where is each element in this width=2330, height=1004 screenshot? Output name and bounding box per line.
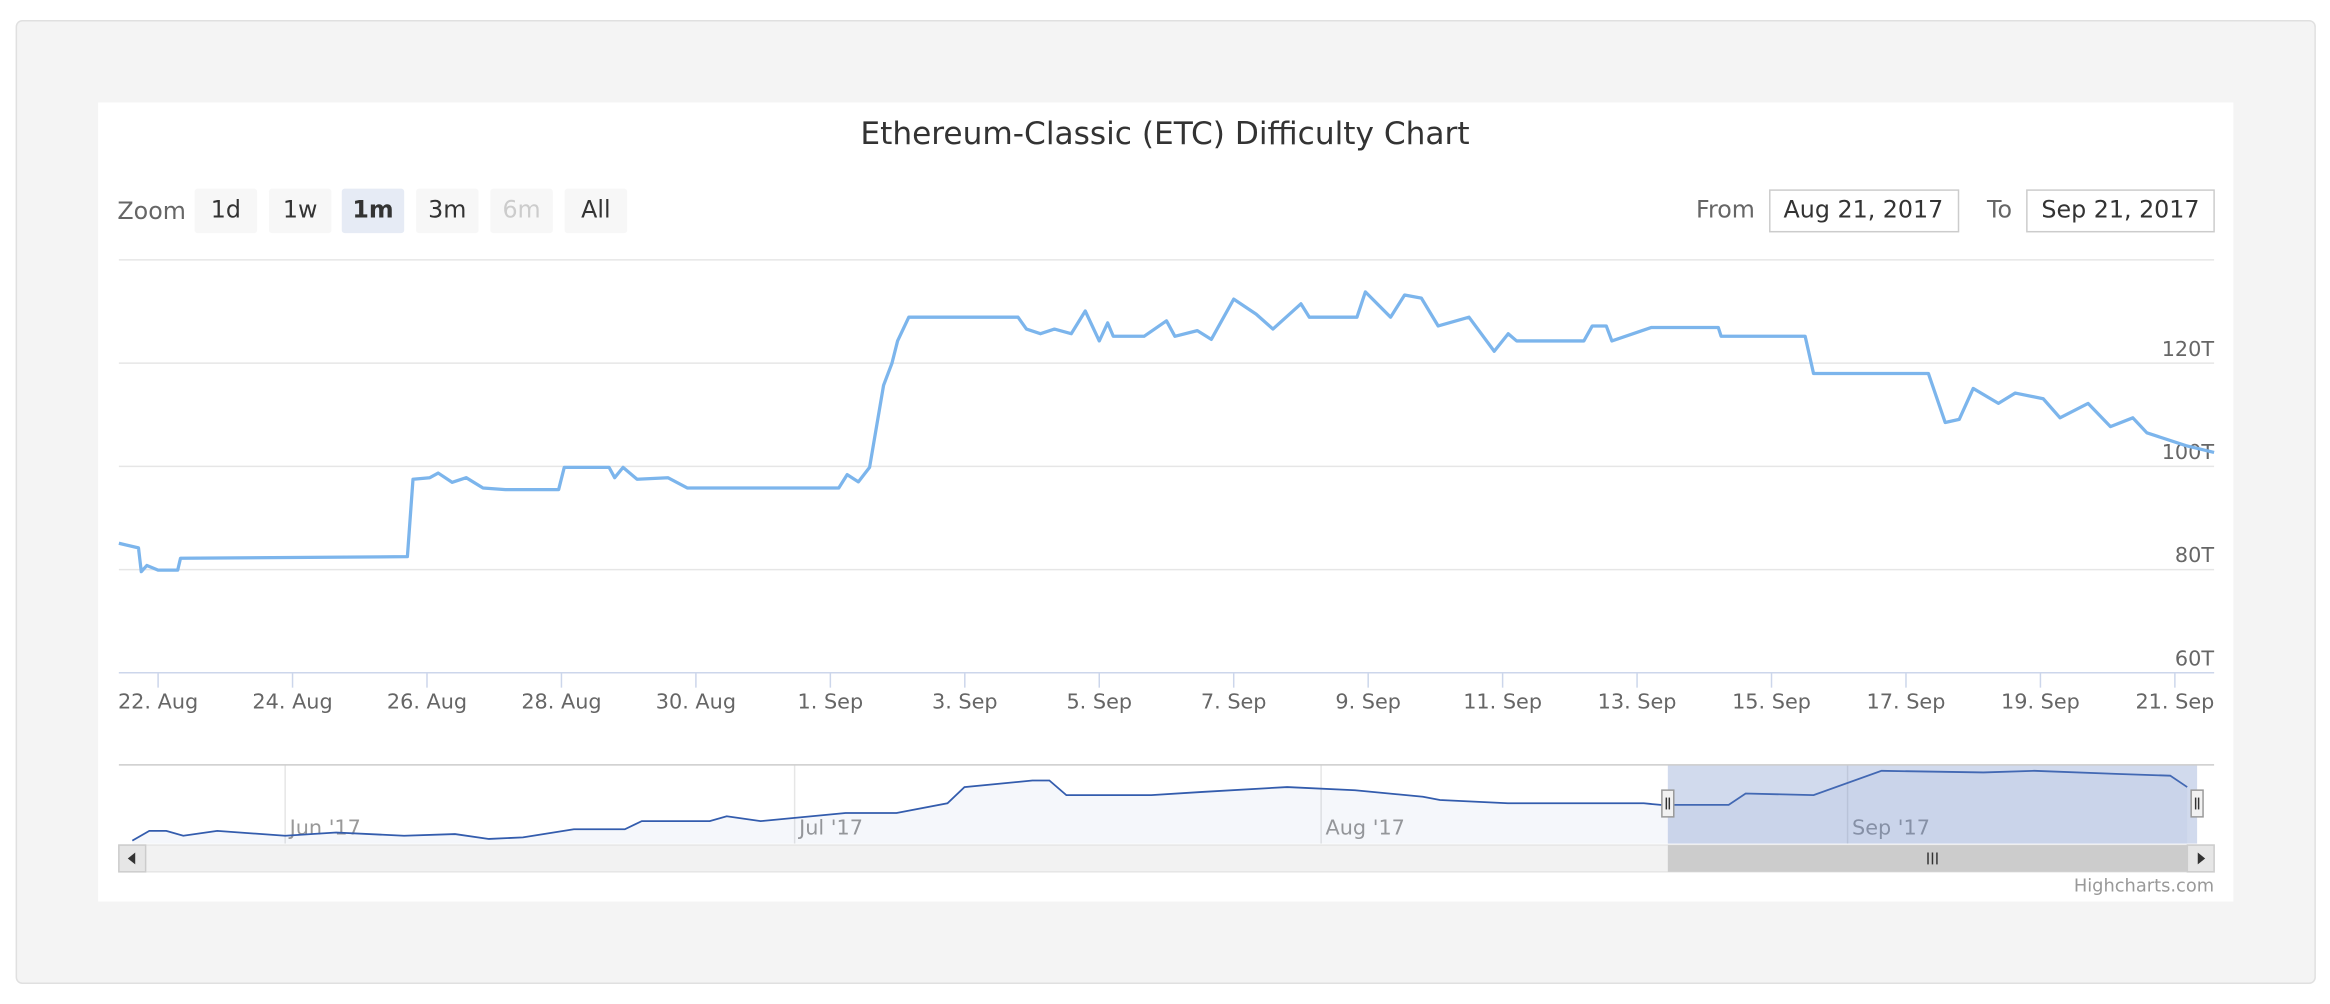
y-tick-label: 120T (2162, 337, 2215, 361)
from-value[interactable]: Aug 21, 2017 (1784, 195, 1944, 223)
y-tick-label: 60T (2175, 646, 2214, 670)
navigator-mask (1667, 764, 2198, 844)
credits[interactable]: Highcharts.com (2074, 876, 2214, 897)
difficulty-line (118, 290, 2215, 574)
zoom-button-label: 6m (502, 195, 540, 223)
y-tick-label: 100T (2162, 440, 2215, 464)
navigator-handle[interactable] (2190, 789, 2204, 818)
to-value[interactable]: Sep 21, 2017 (2041, 195, 2199, 223)
zoom-button-label[interactable]: 1d (211, 195, 241, 223)
zoom-button-label[interactable]: 3m (428, 195, 466, 223)
navigator-handle[interactable] (1661, 789, 1675, 818)
x-tick-label: 1. Sep (798, 690, 864, 714)
x-tick-label: 11. Sep (1463, 690, 1542, 714)
navigator-line (131, 769, 2188, 842)
x-tick-label: 22. Aug (118, 690, 198, 714)
zoom-button[interactable] (268, 188, 332, 234)
zoom-button-label[interactable]: All (581, 195, 610, 223)
x-tick-label: 7. Sep (1201, 690, 1267, 714)
navigator-tick-label: Jul '17 (797, 816, 863, 840)
zoom-button[interactable] (564, 188, 628, 234)
zoom-button[interactable] (341, 188, 405, 234)
x-tick-label: 28. Aug (521, 690, 601, 714)
x-tick-label: 9. Sep (1335, 690, 1401, 714)
chart-title: Ethereum-Classic (ETC) Difficulty Chart (860, 116, 1469, 152)
scroll-right-arrow (2197, 852, 2206, 865)
x-tick-label: 13. Sep (1598, 690, 1677, 714)
from-input[interactable] (1769, 189, 1960, 233)
navigator-area (132, 770, 2188, 844)
zoom-label: Zoom (117, 197, 185, 225)
zoom-button-label[interactable]: 1m (352, 195, 393, 223)
zoom-button (490, 188, 553, 234)
chart-card (98, 102, 2234, 902)
x-tick-label: 30. Aug (656, 690, 736, 714)
x-tick-label: 21. Sep (2135, 690, 2214, 714)
zoom-button-label[interactable]: 1w (283, 195, 318, 223)
navigator-tick-label: Aug '17 (1326, 816, 1405, 840)
x-tick-label: 26. Aug (387, 690, 467, 714)
from-label: From (1696, 195, 1755, 223)
x-tick-label: 5. Sep (1066, 690, 1132, 714)
x-tick-label: 24. Aug (252, 690, 332, 714)
zoom-button[interactable] (416, 188, 479, 234)
scroll-left-arrow (127, 852, 136, 865)
y-tick-label: 80T (2175, 543, 2214, 567)
to-label: To (1986, 195, 2012, 223)
x-tick-label: 15. Sep (1732, 690, 1811, 714)
navigator-tick-label: Sep '17 (1852, 816, 1930, 840)
x-tick-label: 3. Sep (932, 690, 998, 714)
zoom-button[interactable] (194, 188, 258, 234)
x-tick-label: 17. Sep (1867, 690, 1946, 714)
to-input[interactable] (2026, 189, 2215, 233)
x-tick-label: 19. Sep (2001, 690, 2080, 714)
